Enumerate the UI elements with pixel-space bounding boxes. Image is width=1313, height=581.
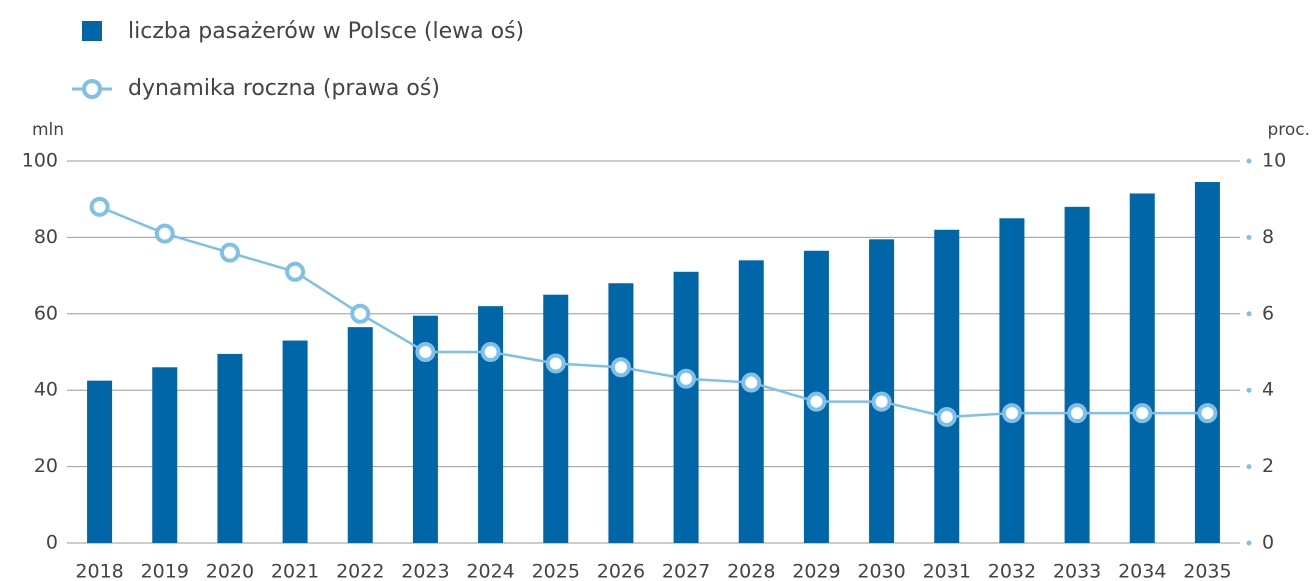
line-marker <box>1001 403 1022 424</box>
line-marker <box>1197 403 1218 424</box>
x-tick-label: 2033 <box>1053 561 1101 581</box>
y-tick-label: 40 <box>34 379 58 401</box>
y2-tick-mark <box>1246 234 1252 240</box>
y2-tick-mark <box>1246 311 1252 317</box>
line-marker <box>480 342 501 362</box>
bar <box>934 229 960 543</box>
y2-tick-label: 4 <box>1262 379 1274 401</box>
x-tick-label: 2018 <box>75 561 123 581</box>
bar <box>608 283 634 543</box>
x-tick-label: 2021 <box>271 561 319 581</box>
line-marker <box>415 342 436 362</box>
bar <box>543 294 569 543</box>
legend-swatch-marker <box>82 79 102 99</box>
y2-tick-label: 6 <box>1262 302 1274 324</box>
line-marker <box>350 303 371 324</box>
legend-label: dynamika roczna (prawa oś) <box>128 76 440 101</box>
y-tick-label: 20 <box>34 455 58 477</box>
y2-tick-mark <box>1246 464 1252 470</box>
line-marker <box>871 391 892 412</box>
line-marker <box>1067 403 1088 424</box>
y2-axis-label: proc. <box>1267 120 1310 140</box>
y2-tick-label: 2 <box>1262 455 1274 477</box>
bar <box>217 353 243 543</box>
y2-tick-mark <box>1246 540 1252 546</box>
line-marker <box>285 261 306 282</box>
bar <box>1064 206 1090 543</box>
x-tick-label: 2034 <box>1118 561 1166 581</box>
x-tick-label: 2025 <box>532 561 580 581</box>
y2-tick-label: 10 <box>1262 150 1286 172</box>
bar <box>87 380 113 543</box>
x-tick-label: 2023 <box>401 561 449 581</box>
x-tick-label: 2030 <box>857 561 905 581</box>
bar <box>869 239 895 543</box>
x-tick-label: 2022 <box>336 561 384 581</box>
line-marker <box>89 196 110 217</box>
x-tick-label: 2031 <box>923 561 971 581</box>
line <box>99 205 1208 419</box>
y2-tick-label: 8 <box>1262 226 1274 248</box>
y2-tick-label: 0 <box>1262 532 1274 554</box>
y2-tick-mark <box>1246 158 1252 164</box>
line-marker <box>741 372 762 393</box>
line-marker <box>610 357 631 378</box>
y-tick-label: 0 <box>46 532 58 554</box>
bar <box>1194 182 1220 543</box>
x-tick-label: 2035 <box>1183 561 1231 581</box>
line-marker <box>936 406 957 427</box>
x-tick-label: 2020 <box>206 561 254 581</box>
y-axis-label: mln <box>32 120 64 140</box>
line-marker <box>545 353 566 374</box>
bar <box>738 260 764 543</box>
y-tick-label: 80 <box>34 226 58 248</box>
bar <box>152 367 178 543</box>
y-tick-label: 60 <box>34 302 58 324</box>
line-marker <box>676 368 697 389</box>
x-tick-label: 2027 <box>662 561 710 581</box>
line-marker <box>1132 403 1153 424</box>
legend-swatch-bar <box>82 21 102 41</box>
bar <box>347 327 373 543</box>
y2-tick-mark <box>1246 387 1252 393</box>
x-tick-label: 2032 <box>988 561 1036 581</box>
line-marker <box>219 242 240 263</box>
bar <box>478 306 504 543</box>
x-tick-label: 2029 <box>792 561 840 581</box>
x-tick-label: 2028 <box>727 561 775 581</box>
bar <box>282 340 308 543</box>
bar <box>999 218 1025 544</box>
x-tick-label: 2026 <box>597 561 645 581</box>
line-marker <box>154 223 175 244</box>
bar <box>1129 193 1155 543</box>
legend-label: liczba pasażerów w Polsce (lewa oś) <box>128 19 524 44</box>
x-tick-label: 2019 <box>141 561 189 581</box>
x-tick-label: 2024 <box>466 561 514 581</box>
y-tick-label: 100 <box>22 150 58 172</box>
line-marker <box>806 391 827 412</box>
bar <box>673 271 699 543</box>
